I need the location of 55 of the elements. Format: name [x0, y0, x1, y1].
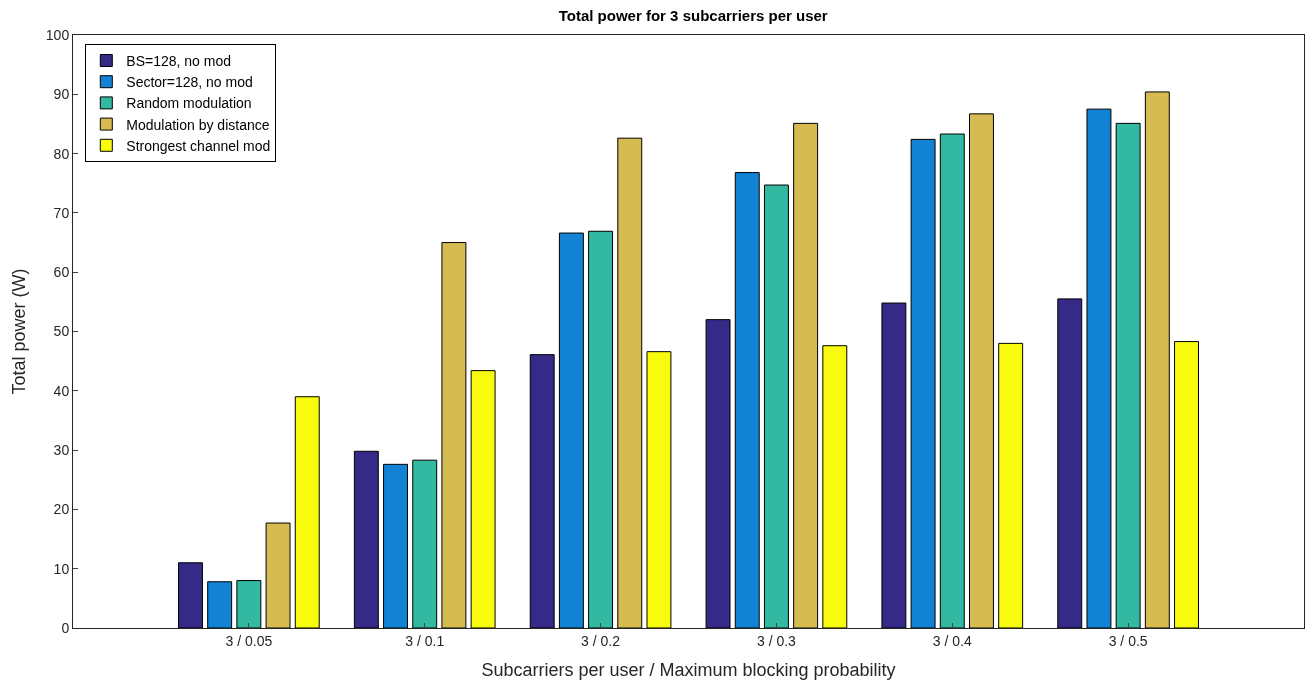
bar [1086, 108, 1112, 628]
x-tick-label: 3 / 0.5 [1108, 632, 1148, 649]
y-tick-label: 0 [61, 619, 70, 636]
bar [294, 396, 320, 628]
x-axis-title: Subcarriers per user / Maximum blocking probability [481, 659, 896, 680]
bar [412, 459, 438, 628]
bar [734, 172, 760, 628]
bar [1115, 122, 1141, 628]
bar [763, 184, 789, 628]
bar [793, 122, 819, 628]
bar [383, 463, 408, 628]
y-tick-label: 10 [53, 560, 70, 577]
bar [617, 137, 643, 628]
y-tick-label: 40 [53, 382, 70, 399]
x-tick-label: 3 / 0.05 [225, 632, 273, 649]
bar [265, 522, 291, 628]
y-tick-label: 20 [53, 501, 70, 518]
bar [353, 450, 379, 628]
y-tick-label: 100 [45, 26, 70, 43]
bar [178, 562, 203, 628]
bar [588, 230, 614, 628]
bar [646, 351, 672, 628]
y-tick-label: 90 [53, 86, 70, 103]
bar [910, 138, 936, 628]
bar [939, 133, 965, 628]
bar [441, 242, 467, 628]
bar [470, 370, 496, 628]
y-axis-title: Total power (W) [9, 268, 30, 395]
y-tick-label: 50 [53, 323, 70, 340]
bar [998, 342, 1024, 628]
x-tick-label: 3 / 0.4 [932, 632, 972, 649]
legend-label: Sector=128, no mod [126, 74, 253, 91]
bar [558, 232, 584, 628]
legend-label: Random modulation [126, 95, 252, 112]
bar [207, 581, 233, 628]
bar [881, 302, 907, 628]
bar [1057, 298, 1083, 628]
y-tick-label: 60 [53, 264, 70, 281]
legend-label: Strongest channel mod [126, 137, 271, 154]
x-tick-label: 3 / 0.3 [756, 632, 797, 649]
y-tick-label: 80 [53, 145, 70, 162]
bar [1144, 91, 1170, 628]
x-tick-label: 3 / 0.1 [405, 632, 445, 649]
bar [822, 345, 848, 628]
bar [1174, 341, 1199, 628]
x-tick-label: 3 / 0.2 [581, 632, 621, 649]
legend-label: BS=128, no mod [126, 52, 231, 69]
y-tick-label: 30 [53, 442, 70, 458]
chart-title: Total power for 3 subcarriers per user [558, 6, 828, 24]
bar [705, 319, 731, 628]
bar [529, 354, 555, 628]
legend-label: Modulation by distance [126, 116, 270, 133]
bar [969, 113, 994, 628]
bar [236, 580, 262, 628]
y-tick-label: 70 [53, 204, 70, 221]
